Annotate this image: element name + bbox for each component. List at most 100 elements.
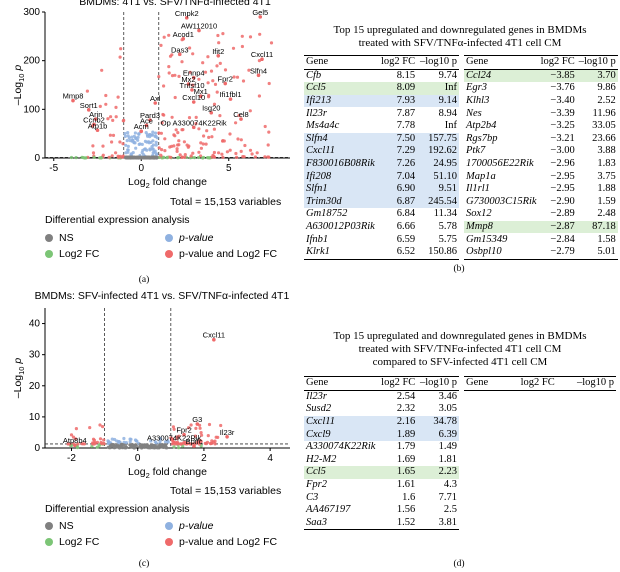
data-point [116, 445, 120, 449]
gene-cell: Saa3 [304, 516, 379, 531]
point-label: A330074K22Rik [147, 434, 201, 443]
data-point [155, 156, 159, 160]
table-row: Slfn1 6.90 9.51 [304, 182, 459, 196]
labeled-point [184, 16, 189, 20]
data-point [109, 443, 113, 447]
data-point [114, 151, 118, 155]
y-tick-label: 0 [34, 443, 40, 454]
data-point [107, 155, 111, 159]
data-point [84, 156, 88, 160]
data-point [111, 118, 115, 122]
data-point [216, 435, 220, 439]
labeled-point [191, 125, 196, 130]
data-point [197, 155, 201, 160]
p-cell: 3.70 [576, 69, 618, 83]
data-point [210, 135, 214, 139]
data-point [152, 445, 156, 449]
data-point [159, 43, 163, 48]
data-point [69, 433, 74, 437]
labeled-point [191, 75, 196, 80]
panel-c-legend-title: Differential expression analysis [45, 503, 190, 515]
p-cell: 1.81 [438, 453, 457, 465]
data-point [108, 133, 112, 137]
labeled-point [186, 82, 191, 86]
x-axis-title: Log2 fold change [128, 466, 207, 480]
data-point [237, 113, 241, 118]
data-point [148, 147, 152, 151]
gene-cell: Ifnb1 [306, 233, 329, 245]
table-b-down: Gene log2 FC –log10 p Ccl24 −3.85 3.70 Egr3 −3.… [464, 55, 618, 260]
data-point [76, 442, 80, 446]
table-row: Cxcl11 2.16 34.78 [304, 415, 459, 429]
data-point [112, 444, 116, 448]
data-point [191, 151, 195, 155]
p-cell: 1.49 [438, 441, 457, 453]
legend-label: NS [59, 232, 74, 244]
point-label: Fpr2 [218, 75, 233, 84]
data-point [160, 121, 164, 125]
data-point [189, 423, 193, 427]
data-point [207, 422, 212, 427]
fc-cell: 1.89 [378, 428, 418, 441]
title-line: Top 15 upregulated and downregulated gen… [333, 330, 587, 342]
data-point [137, 132, 141, 136]
p-cell: 9.74 [438, 69, 457, 81]
data-point [257, 59, 261, 63]
labeled-point [195, 422, 200, 426]
data-point [135, 439, 139, 443]
table-row: Ccl24 −3.85 3.70 [464, 69, 618, 83]
gene-cell: Cxcl9 [304, 428, 379, 441]
p-cell: 9.14 [417, 94, 459, 108]
data-point [95, 440, 99, 444]
data-point [232, 75, 236, 79]
both-dot-icon [165, 250, 173, 259]
table-header-row: Gene log2 FC –log10 p [304, 55, 459, 70]
data-point [100, 68, 104, 72]
data-point [198, 426, 202, 430]
data-point [134, 137, 138, 141]
legend-label: Log2 FC [59, 536, 100, 548]
pvalue-dot-icon [165, 234, 173, 243]
data-point [177, 139, 181, 143]
data-point [151, 147, 155, 151]
labeled-point [190, 88, 194, 92]
y-axis-title: –Log10 p [12, 65, 26, 106]
data-point [176, 156, 180, 160]
table-row: Klrk1 6.52 150.86 [304, 245, 459, 260]
col-header-p: –log10 p [417, 376, 459, 391]
point-label: Isg20 [202, 104, 220, 113]
fc-cell: −2.79 [538, 245, 577, 260]
data-point [188, 70, 192, 74]
fc-cell: 6.87 [378, 195, 418, 209]
labeled-point [260, 57, 264, 62]
data-point [158, 443, 162, 447]
data-point [250, 152, 254, 156]
col-header-gene: Gene [464, 376, 502, 391]
table-row: Egr3 −3.76 9.86 [464, 82, 618, 95]
data-point [225, 150, 229, 154]
point-label: Ifi1fbl1 [219, 90, 241, 99]
data-point [137, 155, 141, 159]
data-point [162, 35, 166, 39]
point-label: Cxcl11 [203, 331, 225, 340]
p-cell: 51.10 [417, 170, 459, 183]
data-point [149, 439, 153, 443]
data-point [172, 445, 176, 449]
data-point [175, 147, 179, 151]
fc-cell: 6.59 [396, 233, 416, 245]
data-point [194, 122, 198, 126]
point-label: Arin [89, 110, 102, 119]
x-tick-label: 4 [267, 453, 273, 464]
data-point [143, 155, 147, 159]
y-tick-label: 20 [29, 381, 41, 392]
gene-cell: Il23r [306, 390, 327, 402]
data-point [101, 425, 105, 429]
data-point [201, 61, 205, 65]
data-point [255, 151, 259, 155]
data-point [157, 446, 161, 450]
data-point [154, 131, 158, 135]
x-tick-label: -2 [67, 453, 76, 464]
labeled-point [258, 15, 263, 19]
data-point [207, 95, 211, 99]
